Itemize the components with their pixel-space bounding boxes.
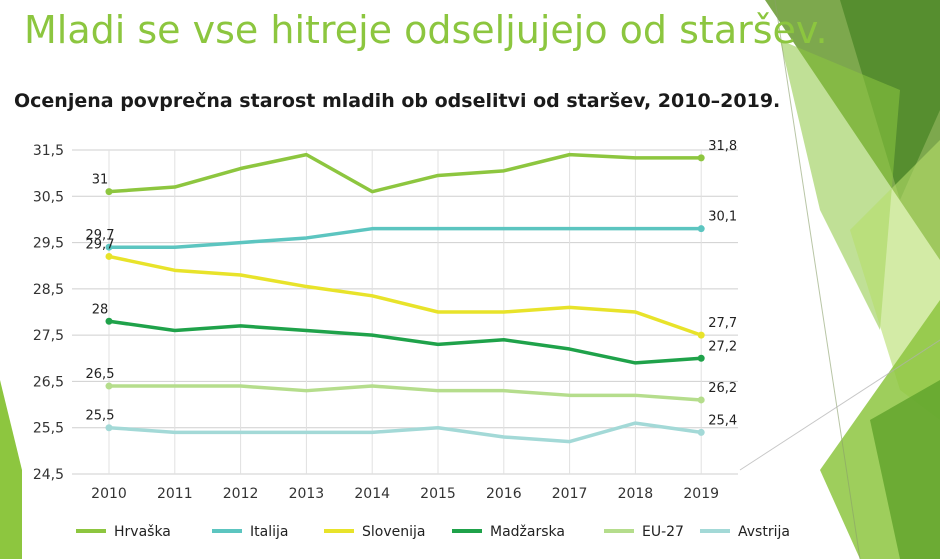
x-tick-label: 2014 [354,486,390,502]
legend-label: Slovenija [362,524,425,540]
series-line [107,384,703,402]
series-line [107,254,703,337]
y-tick-label: 28,5 [33,282,64,298]
x-tick-label: 2012 [223,486,259,502]
legend-label: Madžarska [490,524,565,540]
y-tick-label: 29,5 [33,236,64,252]
slide-title: Mladi se vse hitreje odseljujejo od star… [24,8,828,52]
data-label: 28 [92,302,109,317]
series-lines [105,152,705,444]
data-point [697,354,705,362]
legend-label: Italija [250,524,288,540]
data-point [105,252,113,260]
chart-title: Ocenjena povprečna starost mladih ob ods… [14,90,781,112]
legend-item: Slovenija [324,524,425,540]
data-label: 25,4 [708,413,737,428]
y-tick-label: 27,5 [33,328,64,344]
x-tick-label: 2013 [289,486,325,502]
data-label: 25,5 [86,409,115,424]
x-tick-label: 2010 [91,486,127,502]
legend: Hrvaška Italija Slovenija Madžarska EU-27 Avs… [76,524,790,540]
legend-label: Hrvaška [114,524,171,540]
data-label: 30,1 [708,210,737,225]
y-axis: 24,5 25,5 26,5 27,5 28,5 29,5 30,5 31,5 [33,143,64,483]
x-axis: 2010 2011 2012 2013 2014 2015 2016 2017 2018 2019 [91,486,719,502]
data-labels: 31 31,8 29,7 30,1 29,7 27,7 28 27,2 26,5 26,2 25,5… [86,139,738,428]
data-point [697,396,705,404]
data-label: 27,2 [708,339,737,354]
legend-item: EU-27 [604,524,684,540]
data-label: 26,5 [86,367,115,382]
legend-item: Hrvaška [76,524,171,540]
series-line [107,226,703,249]
x-tick-label: 2016 [486,486,522,502]
data-label: 26,2 [708,381,737,396]
x-tick-label: 2019 [683,486,719,502]
x-tick-label: 2017 [552,486,588,502]
legend-item: Madžarska [452,524,565,540]
x-tick-label: 2015 [420,486,456,502]
data-label: 31 [92,173,109,188]
y-tick-label: 26,5 [33,374,64,390]
data-point [105,317,113,325]
y-tick-label: 31,5 [33,143,64,159]
y-tick-label: 30,5 [33,189,64,205]
data-label: 27,7 [708,316,737,331]
data-point [697,154,705,162]
data-point [105,424,113,432]
data-point [697,225,705,233]
x-tick-label: 2011 [157,486,193,502]
series-line [107,319,703,365]
data-point [697,331,705,339]
data-point [105,243,113,251]
legend-item: Avstrija [700,524,790,540]
data-label: 29,7 [86,237,115,252]
series-line [107,152,703,194]
y-tick-label: 25,5 [33,421,64,437]
series-line [107,421,703,444]
legend-label: Avstrija [738,524,790,540]
legend-label: EU-27 [642,524,684,540]
legend-item: Italija [212,524,288,540]
x-tick-label: 2018 [618,486,654,502]
data-label: 31,8 [708,139,737,154]
data-label: 29,7 [86,228,115,243]
y-tick-label: 24,5 [33,467,64,483]
data-point [105,188,113,196]
data-point [105,382,113,390]
data-point [697,428,705,436]
